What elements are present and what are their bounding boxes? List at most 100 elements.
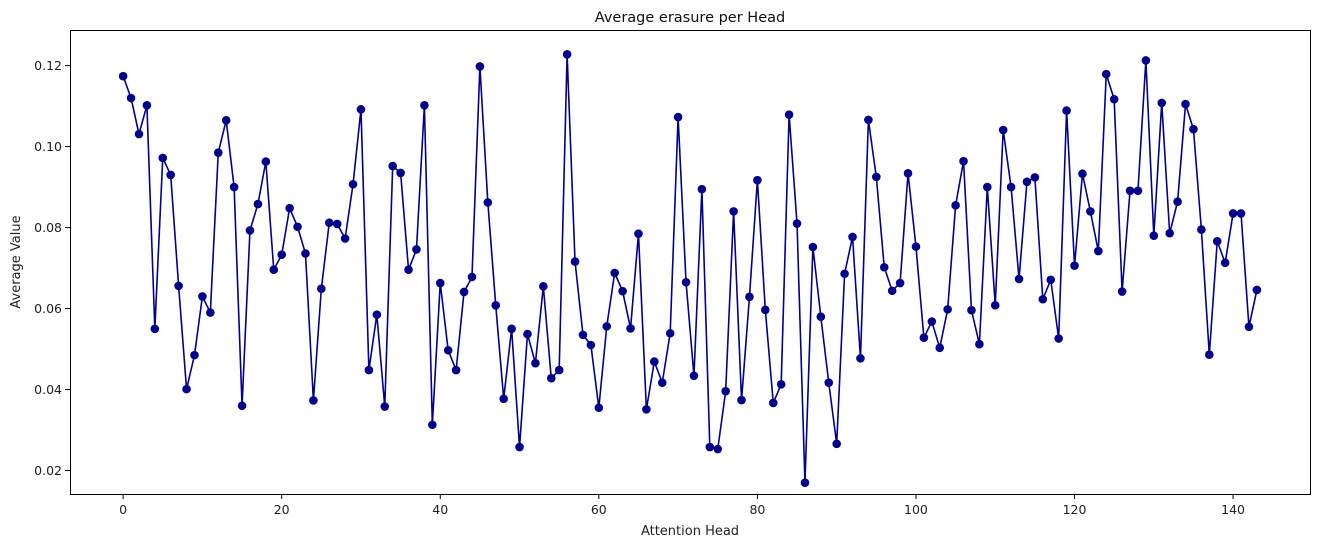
data-point [721, 386, 730, 396]
data-point [1165, 228, 1174, 238]
y-axis-label: Average Value [9, 215, 24, 308]
data-point [895, 278, 905, 288]
data-point [959, 156, 968, 166]
x-axis-label: Attention Head [641, 524, 739, 539]
data-point [951, 201, 960, 210]
data-point [554, 365, 564, 375]
data-point [1173, 197, 1182, 206]
data-point [792, 219, 802, 228]
data-point [943, 305, 952, 314]
data-point [285, 203, 294, 213]
data-point [927, 317, 937, 326]
series-line [122, 54, 1258, 483]
data-point [507, 324, 516, 334]
data-point [975, 339, 984, 349]
x-tick-label: 20 [274, 502, 290, 517]
data-point [1022, 177, 1032, 187]
data-point [206, 308, 215, 317]
y-tick-label: 0.10 [34, 139, 62, 154]
data-point [1244, 322, 1254, 332]
data-point [372, 310, 382, 319]
data-point [919, 333, 929, 343]
data-point [1189, 124, 1198, 134]
data-point [1038, 294, 1048, 304]
data-point [1149, 231, 1159, 240]
data-point [317, 284, 326, 294]
data-point [1181, 99, 1190, 109]
data-point [887, 286, 897, 296]
data-point [166, 170, 175, 180]
data-point [467, 272, 477, 282]
data-point [182, 384, 191, 394]
data-point [491, 301, 501, 310]
data-point [1220, 258, 1230, 268]
data-point [761, 305, 770, 315]
data-point [1212, 237, 1222, 246]
data-point [776, 379, 786, 389]
data-point [689, 371, 699, 381]
data-point [1054, 334, 1063, 343]
data-point [864, 115, 873, 125]
data-point [1228, 209, 1238, 218]
data-point [388, 161, 397, 171]
data-point [428, 420, 437, 430]
chart-title: Average erasure per Head [595, 10, 785, 26]
data-point [983, 182, 992, 192]
y-tick-label: 0.06 [34, 301, 62, 316]
data-point [309, 396, 318, 405]
data-point [1078, 169, 1087, 179]
data-point [768, 398, 778, 408]
data-point [380, 402, 390, 411]
data-point [324, 218, 334, 228]
data-point [911, 242, 921, 251]
data-point [657, 378, 667, 387]
data-point [808, 242, 818, 252]
data-point [126, 93, 136, 103]
data-point [562, 49, 572, 59]
data-point [1157, 98, 1167, 108]
data-point [1205, 350, 1214, 360]
data-point [872, 172, 881, 182]
data-point [1086, 207, 1095, 216]
data-point [745, 292, 754, 302]
data-point [174, 281, 183, 291]
data-point [1030, 173, 1040, 182]
data-point [546, 373, 556, 383]
data-point [158, 153, 168, 163]
data-point [1117, 287, 1127, 296]
data-point [626, 324, 635, 333]
y-tick-label: 0.02 [34, 463, 62, 478]
data-point [729, 207, 738, 216]
data-point [840, 269, 849, 279]
data-point [784, 110, 794, 119]
data-point [1236, 209, 1246, 218]
data-point [118, 71, 128, 81]
data-point [475, 62, 485, 71]
data-point [602, 322, 612, 331]
data-point [142, 101, 152, 110]
data-point [634, 229, 643, 238]
data-point [451, 365, 461, 375]
data-point [412, 245, 421, 254]
data-point [499, 394, 508, 404]
data-point [245, 226, 255, 235]
data-point [277, 250, 286, 260]
data-point [539, 281, 548, 291]
data-point [578, 330, 588, 340]
x-tick-label: 40 [432, 502, 448, 517]
data-point [737, 395, 746, 405]
data-point [903, 169, 913, 178]
data-point [935, 343, 945, 353]
data-point [697, 184, 707, 194]
data-point [753, 175, 762, 185]
data-point [1141, 56, 1151, 65]
data-point [1006, 182, 1016, 192]
x-tick-label: 140 [1221, 502, 1245, 517]
data-point [1101, 69, 1111, 79]
data-point [665, 328, 675, 338]
data-point [816, 312, 826, 321]
data-point [332, 219, 342, 229]
data-point [681, 277, 691, 287]
data-point [229, 182, 239, 192]
data-point [1109, 94, 1119, 104]
